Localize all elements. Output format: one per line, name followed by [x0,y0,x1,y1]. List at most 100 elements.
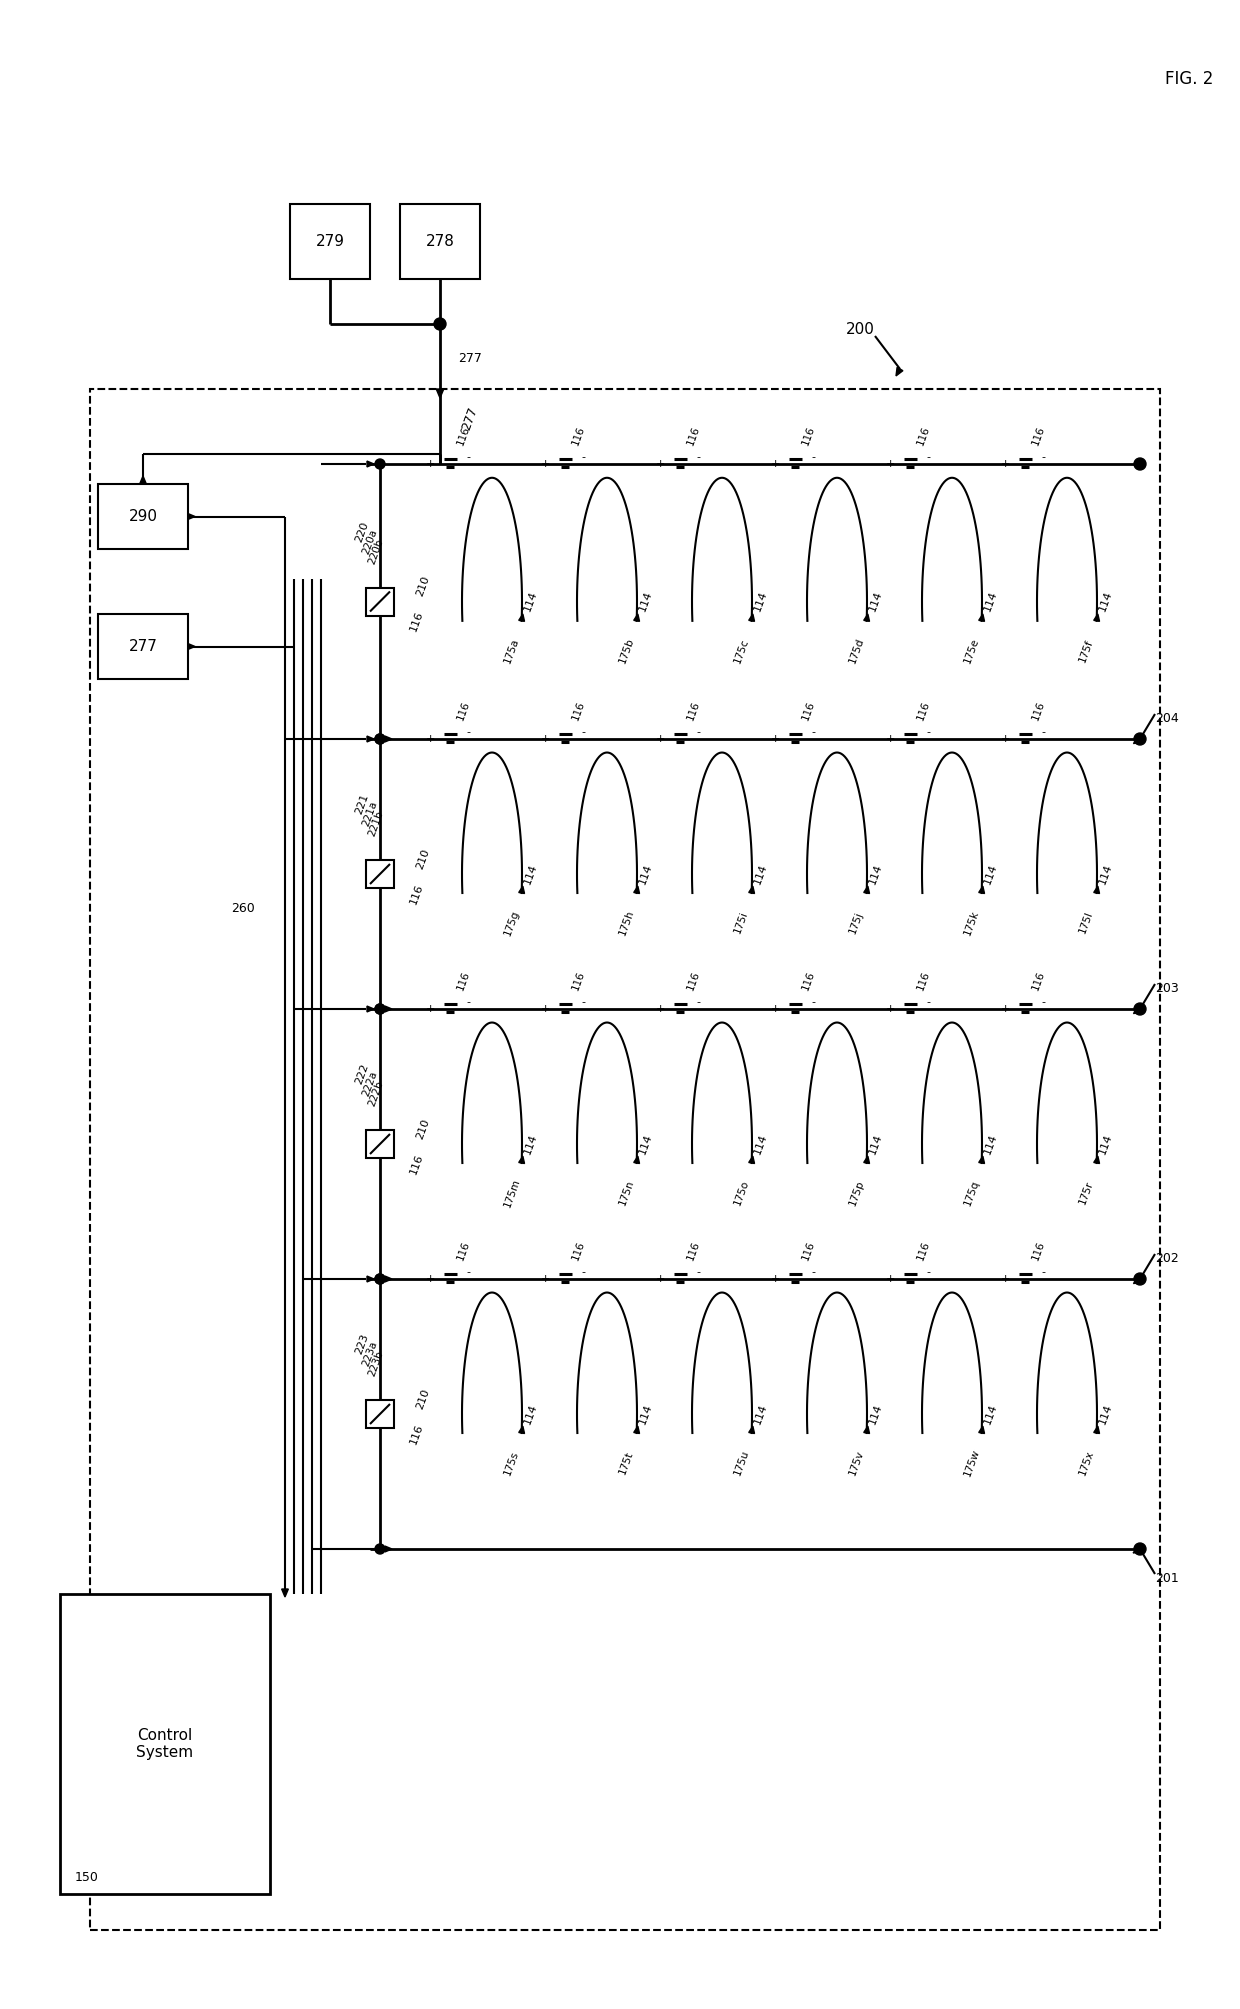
Text: +: + [655,1004,665,1015]
Text: +: + [541,1004,549,1015]
Text: 222a: 222a [361,1071,379,1099]
Bar [98,615,188,679]
Circle shape [374,1004,384,1015]
Text: 114: 114 [1097,591,1114,613]
Text: +: + [541,733,549,743]
Text: 175c: 175c [732,637,750,665]
Text: +: + [770,733,780,743]
Text: 114: 114 [982,1402,998,1426]
Circle shape [434,317,446,329]
Text: 222b: 222b [367,1081,386,1109]
Text: 175r: 175r [1078,1179,1095,1205]
Text: 220a: 220a [361,528,379,554]
Text: 114: 114 [867,862,884,886]
Text: +: + [1001,1274,1009,1284]
Polygon shape [367,460,374,466]
Polygon shape [864,615,869,621]
Polygon shape [367,1276,374,1282]
Text: 175i: 175i [732,910,749,934]
Text: 114: 114 [982,862,998,886]
Circle shape [1135,1543,1146,1555]
Text: 221b: 221b [367,810,386,838]
Text: -: - [582,996,585,1007]
Polygon shape [749,1155,754,1163]
Text: -: - [466,996,470,1007]
Polygon shape [749,1426,754,1434]
Polygon shape [978,1155,985,1163]
Text: 200: 200 [846,321,874,336]
Text: +: + [1001,458,1009,468]
Polygon shape [864,1155,869,1163]
Text: 114: 114 [637,1133,653,1155]
Text: 114: 114 [867,1133,884,1155]
Text: +: + [885,1274,895,1284]
Text: 114: 114 [637,862,653,886]
Bar [98,484,188,548]
Polygon shape [1094,1426,1100,1434]
Text: 114: 114 [751,1402,769,1426]
Text: -: - [1042,452,1045,462]
Text: 116: 116 [570,426,587,448]
Polygon shape [978,615,985,621]
Text: 175l: 175l [1078,910,1094,934]
Text: 116: 116 [408,882,424,906]
Text: 116: 116 [408,1153,424,1175]
Text: -: - [926,727,930,737]
Text: 116: 116 [684,699,701,721]
Text: 116: 116 [455,1240,471,1262]
Text: 116: 116 [1030,699,1047,721]
Circle shape [374,1274,384,1284]
Text: 116: 116 [455,970,471,992]
Text: +: + [1001,733,1009,743]
Text: -: - [1042,727,1045,737]
Text: -: - [696,727,701,737]
Text: 175w: 175w [962,1448,981,1479]
Text: 114: 114 [637,1402,653,1426]
Polygon shape [634,1155,640,1163]
Bar [60,1593,270,1894]
Text: 116: 116 [1030,1240,1047,1262]
Text: -: - [696,1268,701,1278]
Bar [401,205,480,279]
Text: 175s: 175s [502,1448,520,1477]
Polygon shape [978,886,985,894]
Polygon shape [634,1426,640,1434]
Polygon shape [384,735,392,741]
Polygon shape [1133,735,1142,743]
Polygon shape [749,886,754,894]
Text: 260: 260 [231,902,255,916]
Polygon shape [978,1426,985,1434]
Text: +: + [770,1274,780,1284]
Text: 202: 202 [1154,1252,1179,1266]
Polygon shape [897,368,903,376]
Polygon shape [384,1547,392,1551]
Text: 277: 277 [458,352,482,366]
Text: 114: 114 [522,862,538,886]
Text: 116: 116 [570,970,587,992]
Circle shape [1135,1002,1146,1015]
Text: 116: 116 [408,611,424,633]
Polygon shape [1133,1276,1142,1284]
Text: 221a: 221a [361,800,379,828]
Text: 114: 114 [522,1133,538,1155]
Text: +: + [425,1004,435,1015]
Text: -: - [926,452,930,462]
Text: 175g: 175g [502,908,521,936]
Text: 175h: 175h [618,908,635,936]
Polygon shape [1133,1007,1142,1015]
Text: 175x: 175x [1078,1448,1095,1477]
Text: 116: 116 [684,970,701,992]
Text: 114: 114 [751,862,769,886]
Circle shape [374,1004,384,1015]
Polygon shape [634,615,640,621]
Text: -: - [811,452,815,462]
Text: 175p: 175p [847,1179,866,1207]
Text: Control
System: Control System [136,1728,193,1760]
Text: +: + [541,1274,549,1284]
Text: 116: 116 [915,426,931,448]
Text: 175b: 175b [618,637,635,665]
Text: 175o: 175o [732,1179,750,1207]
Polygon shape [367,735,374,741]
Text: -: - [926,996,930,1007]
Text: 116: 116 [684,1240,701,1262]
